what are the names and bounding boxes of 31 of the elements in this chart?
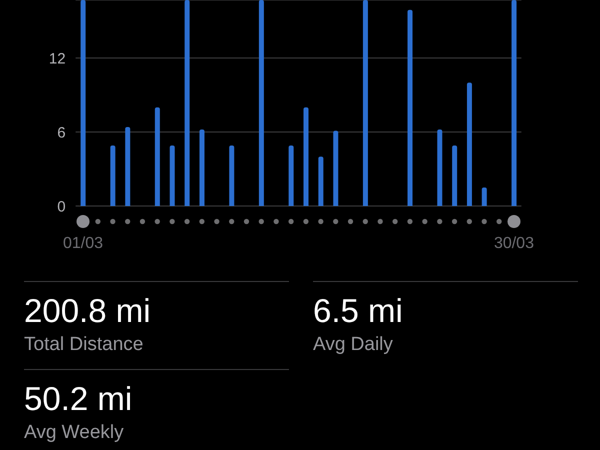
bar — [512, 0, 517, 206]
y-tick-label: 12 — [48, 50, 66, 68]
bar — [466, 82, 472, 206]
text: 200.8 mi — [24, 292, 151, 329]
bar — [154, 107, 160, 206]
x-tick-label: 01/03 — [63, 235, 104, 252]
bar — [170, 146, 175, 206]
bar — [304, 107, 308, 206]
bar — [80, 0, 86, 206]
y-tick-label: 0 — [57, 198, 66, 216]
bar — [362, 0, 368, 206]
text: Avg Weekly — [24, 422, 124, 443]
bar — [229, 146, 234, 206]
bar — [437, 130, 442, 206]
bar — [333, 130, 338, 206]
text: 50.2 mi — [24, 380, 132, 417]
text: Avg Daily — [313, 334, 393, 355]
bar — [110, 146, 116, 206]
bar — [482, 187, 487, 206]
bar — [318, 156, 324, 206]
y-tick-label: 6 — [57, 124, 66, 142]
bar — [199, 130, 204, 206]
bar — [184, 0, 190, 206]
bar — [408, 10, 413, 206]
bar — [125, 127, 130, 206]
text: 6.5 mi — [313, 292, 403, 329]
x-tick-label: 30/03 — [494, 235, 534, 252]
bar — [258, 0, 264, 206]
bar — [288, 146, 294, 206]
text: Total Distance — [24, 334, 144, 355]
bar — [452, 146, 458, 206]
